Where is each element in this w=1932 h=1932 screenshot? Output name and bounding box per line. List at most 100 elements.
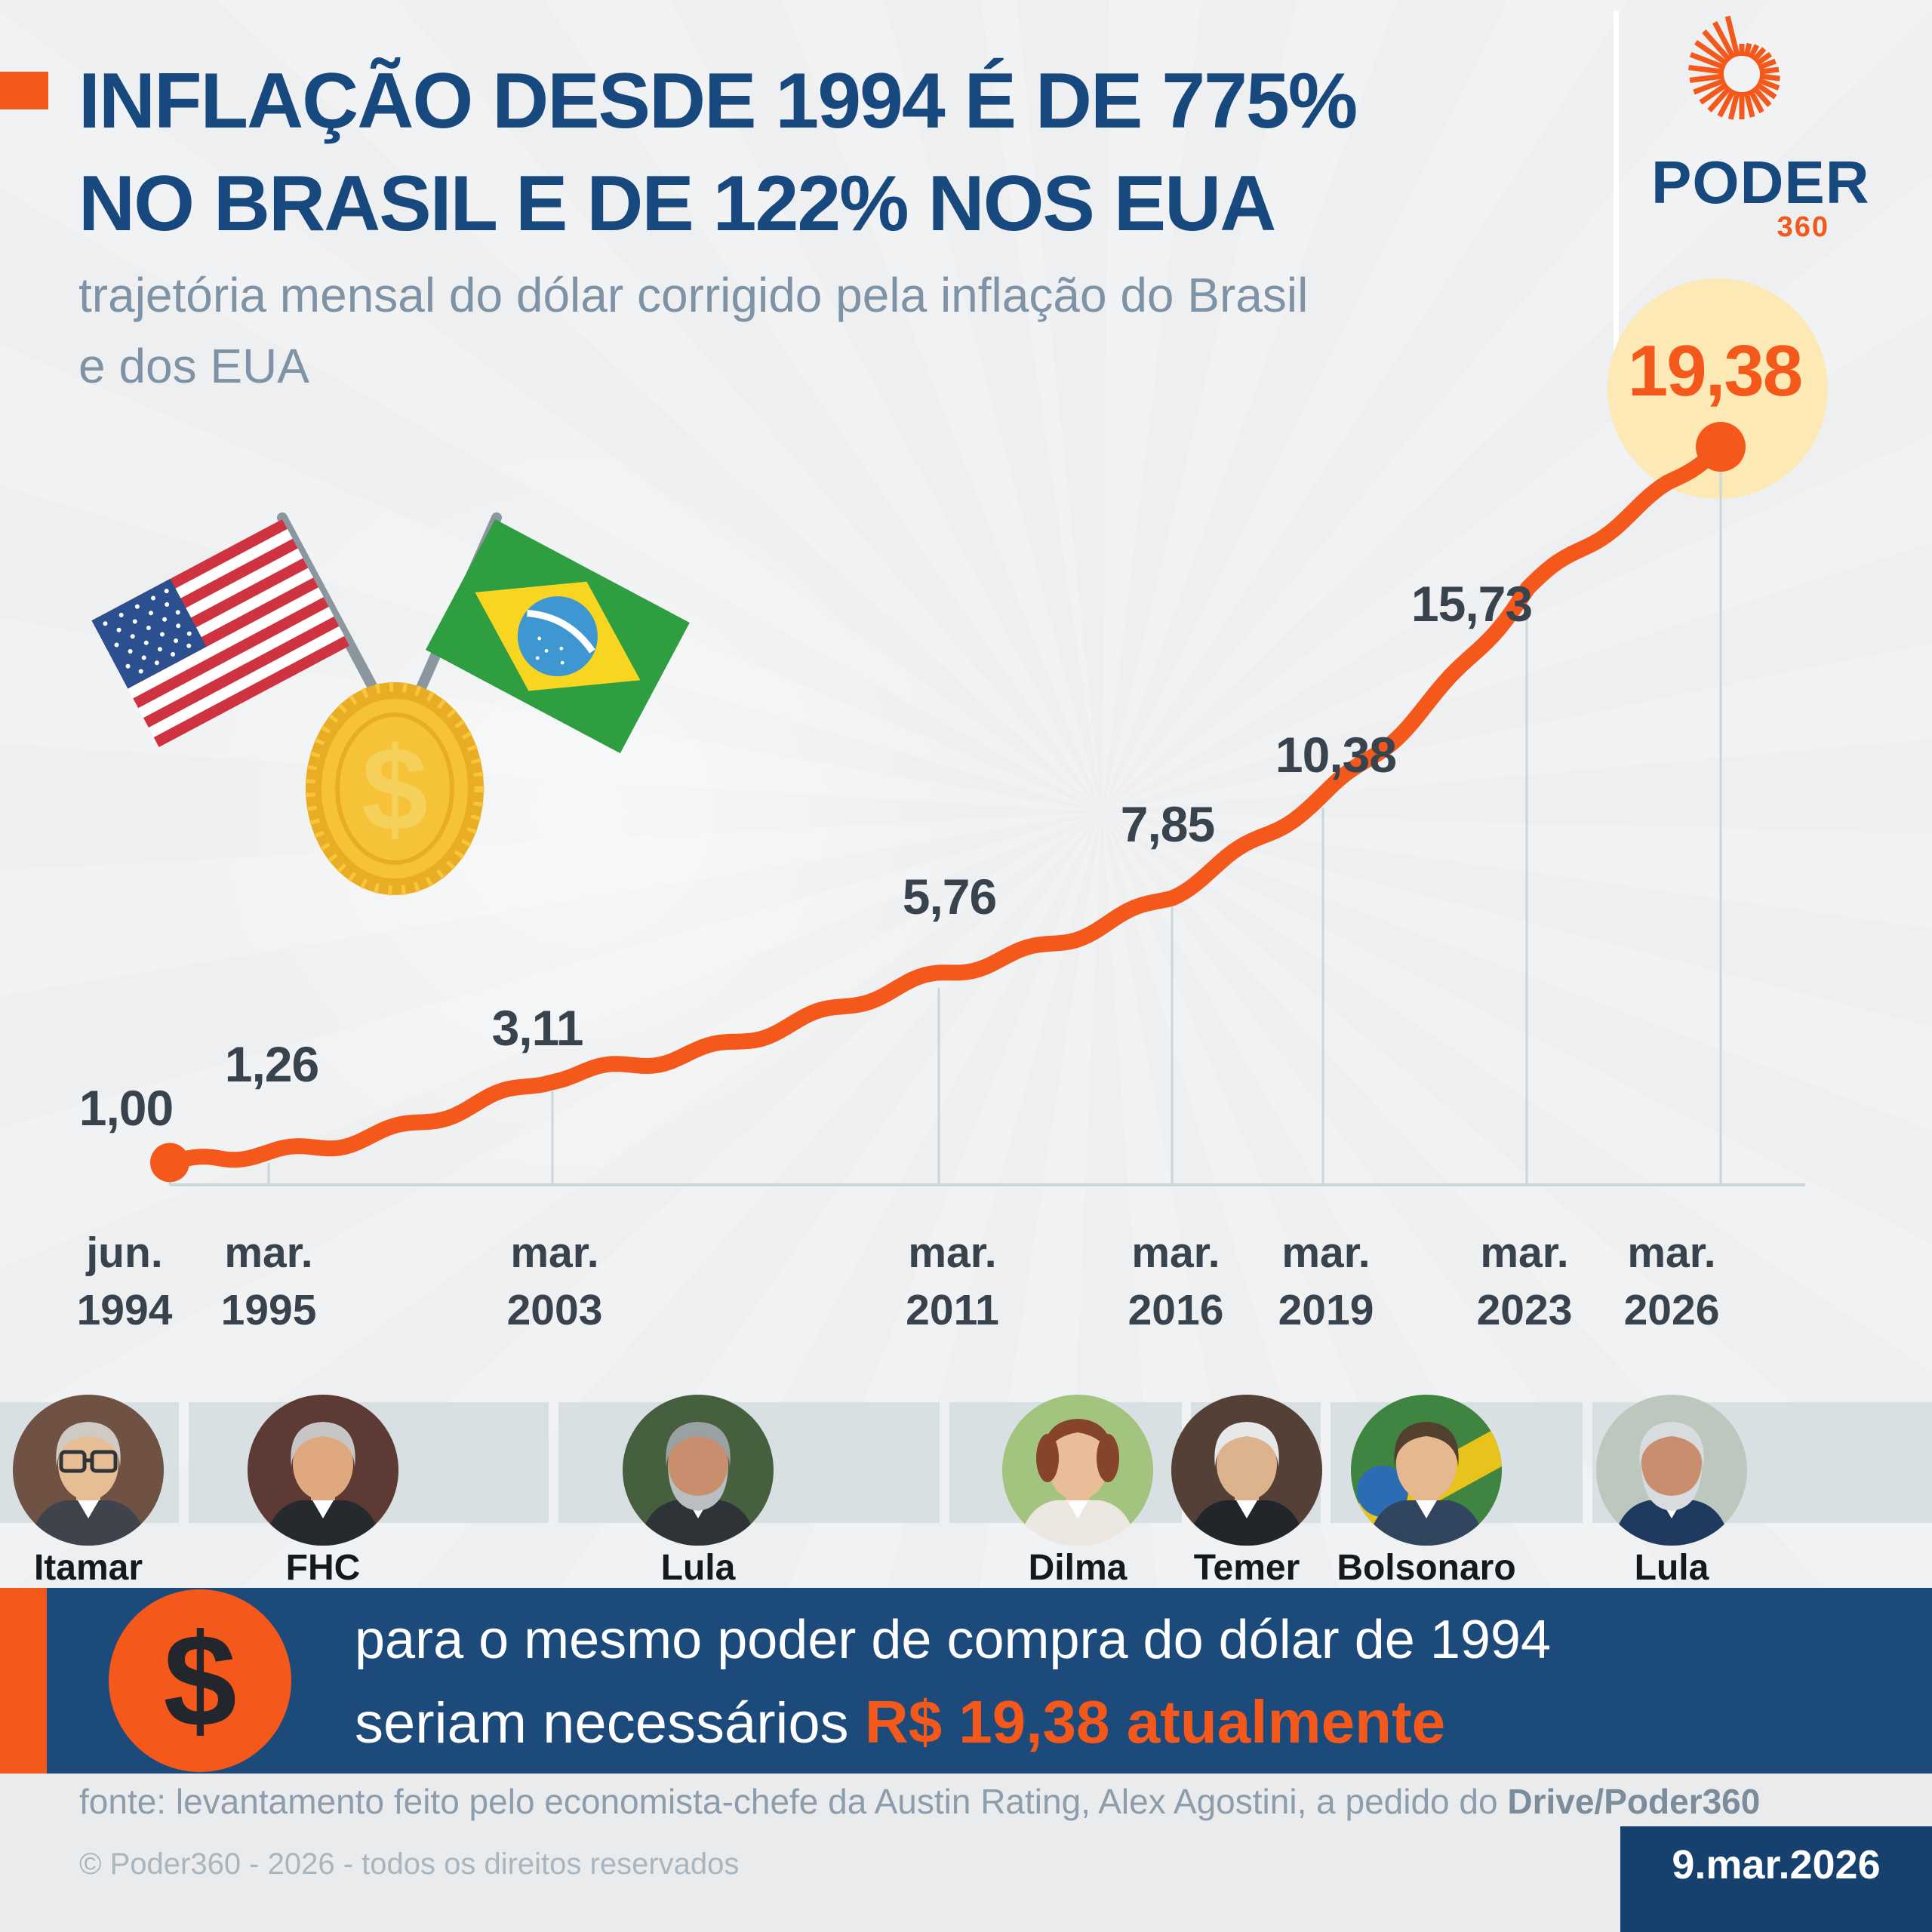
tick-month: mar. xyxy=(908,1229,997,1277)
president-name-itamar-0: Itamar xyxy=(33,1548,143,1588)
logo-ray xyxy=(1752,85,1772,107)
president-name-lula-6: Lula xyxy=(1634,1548,1709,1588)
logo-ray xyxy=(1759,66,1780,75)
tick-month: mar. xyxy=(510,1229,599,1277)
president-name-bolsonaro-5: Bolsonaro xyxy=(1337,1548,1516,1588)
logo-ray xyxy=(1707,85,1732,112)
br-flag-icon xyxy=(425,519,690,754)
tick-year: 2011 xyxy=(906,1286,999,1334)
value-label-1994: 1,00 xyxy=(78,1080,174,1136)
tick-year: 2016 xyxy=(1128,1286,1224,1334)
page-subtitle: trajetória mensal do dólar corrigido pel… xyxy=(78,260,1308,401)
banner-line2-highlight: R$ 19,38 atualmente xyxy=(864,1688,1446,1755)
logo-ray xyxy=(1712,21,1736,60)
logo-ray xyxy=(1699,82,1729,105)
logo-ray xyxy=(1758,78,1780,91)
source-bold: Drive/Poder360 xyxy=(1507,1782,1761,1821)
page-title: INFLAÇÃO DESDE 1994 É DE 775% NO BRASIL … xyxy=(78,50,1358,255)
flags-and-coin-illustration: $ xyxy=(91,512,690,896)
president-name-lula-2: Lula xyxy=(660,1548,736,1588)
accent-tab xyxy=(0,72,48,109)
value-label-2023: 15,73 xyxy=(1411,576,1533,632)
tick-year: 1995 xyxy=(220,1286,317,1334)
tick-year: 1994 xyxy=(76,1286,173,1334)
tick-year: 2023 xyxy=(1476,1286,1573,1334)
logo-ray xyxy=(1758,58,1777,70)
avatar-fhc xyxy=(248,1395,398,1546)
tick-year: 2003 xyxy=(506,1286,603,1334)
logo-ray xyxy=(1693,78,1726,95)
x-tick-2003: mar. 2003 xyxy=(507,1224,603,1339)
avatar-dilma xyxy=(1002,1395,1153,1546)
start-dot xyxy=(150,1143,189,1183)
x-tick-2026: mar. 2026 xyxy=(1624,1224,1720,1339)
logo-ray xyxy=(1748,44,1760,60)
x-tick-2019: mar. 2019 xyxy=(1278,1224,1374,1339)
subtitle-line1: trajetória mensal do dólar corrigido pel… xyxy=(78,268,1309,322)
logo-ray xyxy=(1688,64,1724,75)
tick-month: mar. xyxy=(1281,1229,1371,1277)
value-label-1995: 1,26 xyxy=(224,1036,319,1092)
value-label-2011: 5,76 xyxy=(902,869,997,924)
dollar-badge-icon: $ xyxy=(109,1589,291,1772)
avatar-itamar xyxy=(13,1395,164,1546)
president-photo-bolsonaro-5 xyxy=(1351,1395,1502,1546)
poder360-logo-number: 360 xyxy=(1777,211,1829,243)
title-line1: INFLAÇÃO DESDE 1994 É DE 775% xyxy=(78,57,1358,145)
president-name-temer-4: Temer xyxy=(1193,1548,1300,1588)
poder360-sunburst-icon xyxy=(1688,15,1780,120)
avatar-lula xyxy=(623,1395,774,1546)
president-photo-itamar-0 xyxy=(13,1395,164,1546)
title-line2: NO BRASIL E DE 122% NOS EUA xyxy=(78,160,1276,248)
tick-month: mar. xyxy=(224,1229,313,1277)
source-line: fonte: levantamento feito pelo economist… xyxy=(79,1781,1760,1822)
x-tick-1995: mar. 1995 xyxy=(221,1224,317,1339)
copyright-line: © Poder360 - 2026 - todos os direitos re… xyxy=(79,1847,740,1881)
logo-ray xyxy=(1689,52,1726,70)
logo-ray xyxy=(1702,29,1732,63)
logo-ray xyxy=(1689,73,1724,83)
value-label-2016: 7,85 xyxy=(1120,796,1215,852)
president-photo-temer-4 xyxy=(1171,1395,1322,1546)
x-tick-1994: jun. 1994 xyxy=(77,1224,173,1339)
value-label-2026: 19,38 xyxy=(1627,331,1803,411)
logo-ray xyxy=(1724,15,1740,57)
end-dot xyxy=(1696,421,1746,472)
date-badge: 9.mar.2026 xyxy=(1620,1826,1932,1932)
avatar-temer xyxy=(1171,1395,1322,1546)
logo-ray xyxy=(1727,91,1740,120)
value-label-2019: 10,38 xyxy=(1275,727,1397,783)
x-tick-2023: mar. 2023 xyxy=(1477,1224,1573,1339)
source-plain: fonte: levantamento feito pelo economist… xyxy=(79,1782,1508,1821)
header-divider xyxy=(1614,11,1619,370)
tick-month: mar. xyxy=(1480,1229,1569,1277)
highlight-circle xyxy=(1607,278,1828,499)
avatar-lula xyxy=(1596,1395,1747,1546)
tick-year: 2026 xyxy=(1623,1286,1720,1334)
president-name-fhc-1: FHC xyxy=(285,1548,361,1588)
footer-strip xyxy=(0,1774,1932,1932)
banner-line1: para o mesmo poder de compra do dólar de… xyxy=(355,1610,1551,1670)
president-photo-lula-6 xyxy=(1596,1395,1747,1546)
us-flag-pole xyxy=(277,512,395,724)
tick-year: 2019 xyxy=(1278,1286,1374,1334)
x-tick-2011: mar. 2011 xyxy=(906,1224,999,1339)
logo-ray xyxy=(1748,88,1764,114)
president-name-dilma-3: Dilma xyxy=(1028,1548,1128,1588)
us-flag-icon xyxy=(91,519,350,748)
tick-month: mar. xyxy=(1627,1229,1716,1277)
logo-ray xyxy=(1755,82,1777,100)
data-line xyxy=(162,438,1729,1171)
logo-ray xyxy=(1743,91,1755,118)
summary-banner xyxy=(0,1588,1932,1774)
president-photo-fhc-1 xyxy=(248,1395,398,1546)
subtitle-line2: e dos EUA xyxy=(78,339,309,393)
tick-month: mar. xyxy=(1131,1229,1220,1277)
logo-ray xyxy=(1717,88,1736,118)
tick-month: jun. xyxy=(86,1229,163,1277)
president-photo-dilma-3 xyxy=(1002,1395,1153,1546)
logo-ray xyxy=(1752,47,1767,63)
banner-line2: seriam necessários R$ 19,38 atualmente xyxy=(355,1687,1445,1757)
